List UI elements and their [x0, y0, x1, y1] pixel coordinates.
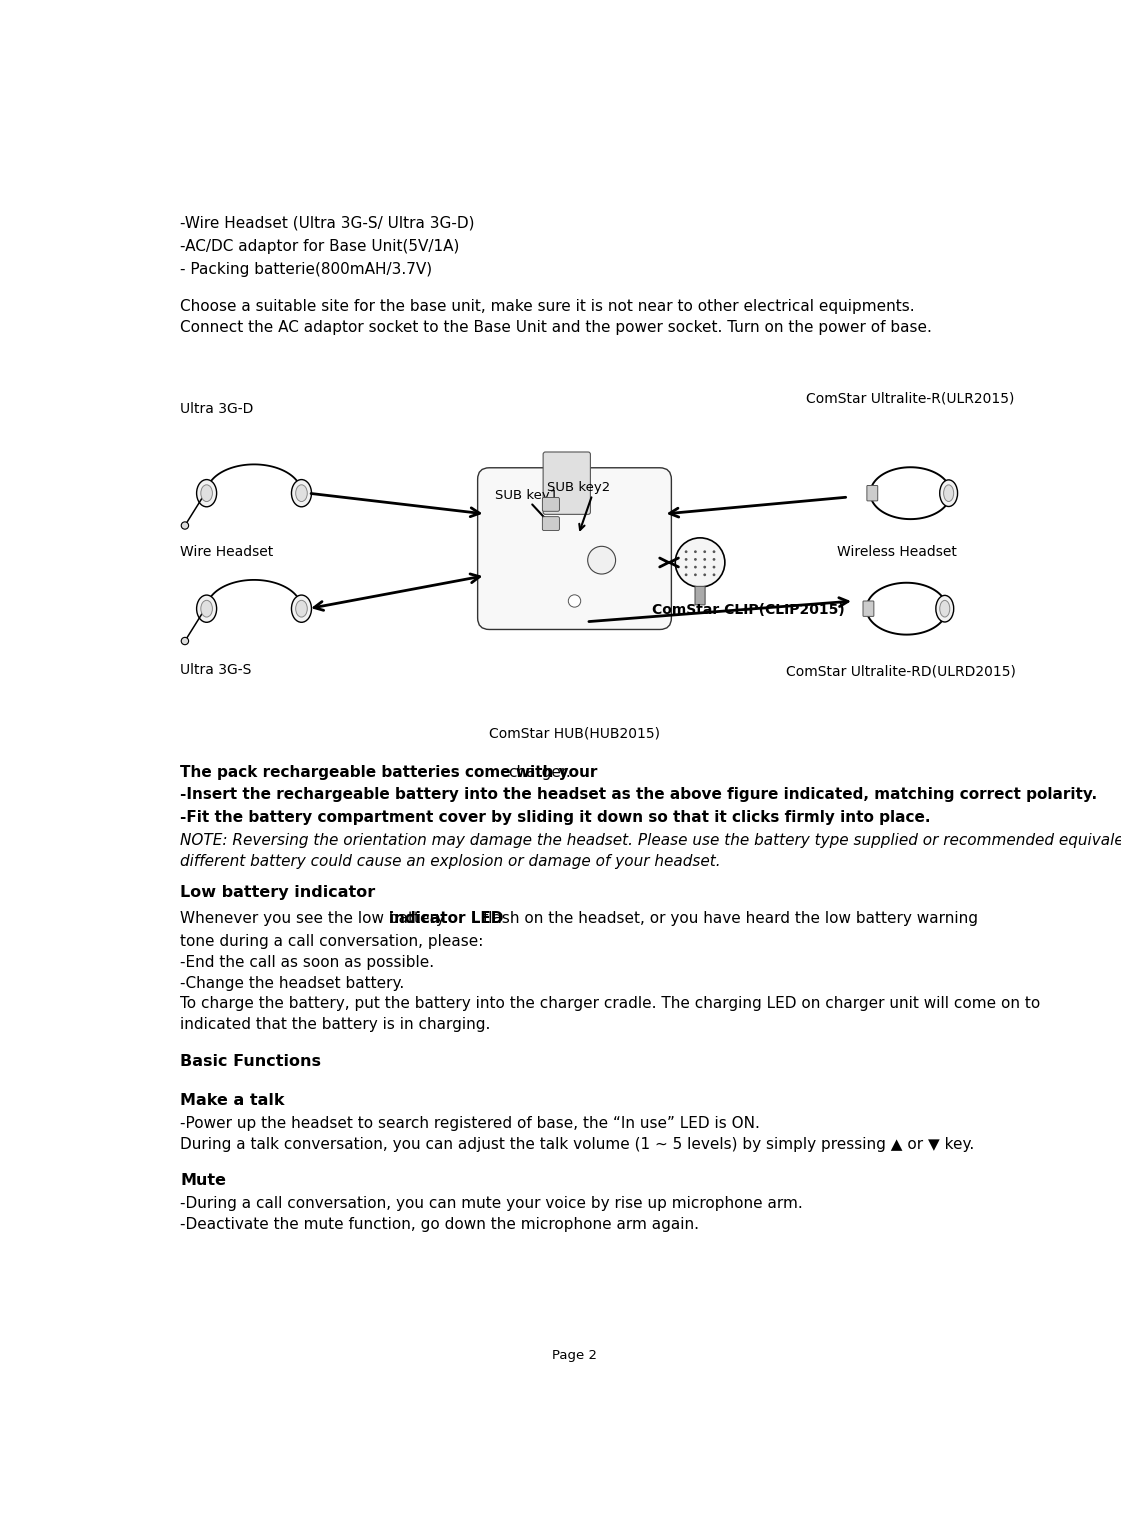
Circle shape [675, 537, 725, 587]
Text: tone during a call conversation, please:: tone during a call conversation, please: [180, 933, 484, 949]
Text: NOTE: Reversing the orientation may damage the headset. Please use the battery t: NOTE: Reversing the orientation may dama… [180, 833, 1121, 847]
Ellipse shape [296, 485, 307, 502]
Text: charger.: charger. [508, 765, 571, 779]
Circle shape [568, 594, 581, 607]
Text: flash on the headset, or you have heard the low battery warning: flash on the headset, or you have heard … [479, 912, 979, 926]
Text: SUB key1: SUB key1 [494, 488, 558, 502]
Text: different battery could cause an explosion or damage of your headset.: different battery could cause an explosi… [180, 853, 721, 869]
Circle shape [685, 557, 687, 561]
Text: Ultra 3G-S: Ultra 3G-S [180, 662, 252, 676]
Ellipse shape [939, 601, 949, 618]
Text: Basic Functions: Basic Functions [180, 1053, 322, 1069]
Text: Whenever you see the low battery: Whenever you see the low battery [180, 912, 451, 926]
Text: indicated that the battery is in charging.: indicated that the battery is in chargin… [180, 1016, 491, 1032]
Circle shape [694, 573, 697, 576]
Circle shape [713, 550, 715, 553]
Text: Wire Headset: Wire Headset [180, 545, 274, 559]
Circle shape [182, 638, 188, 645]
Text: -Insert the rechargeable battery into the headset as the above figure indicated,: -Insert the rechargeable battery into th… [180, 787, 1097, 802]
Circle shape [713, 565, 715, 568]
Circle shape [685, 550, 687, 553]
Circle shape [182, 522, 188, 530]
FancyBboxPatch shape [863, 601, 874, 616]
Ellipse shape [939, 480, 957, 507]
Text: Wireless Headset: Wireless Headset [837, 545, 956, 559]
Circle shape [703, 565, 706, 568]
Text: Ultra 3G-D: Ultra 3G-D [180, 402, 253, 416]
Text: Mute: Mute [180, 1173, 226, 1189]
FancyBboxPatch shape [695, 587, 705, 605]
Circle shape [703, 557, 706, 561]
Ellipse shape [196, 594, 216, 622]
Ellipse shape [936, 596, 954, 622]
FancyBboxPatch shape [543, 497, 559, 511]
Text: -Deactivate the mute function, go down the microphone arm again.: -Deactivate the mute function, go down t… [180, 1217, 700, 1232]
Circle shape [694, 550, 697, 553]
Text: ComStar Ultralite-R(ULR2015): ComStar Ultralite-R(ULR2015) [806, 391, 1015, 405]
Circle shape [713, 557, 715, 561]
Text: -Change the headset battery.: -Change the headset battery. [180, 976, 405, 990]
Ellipse shape [291, 594, 312, 622]
Text: indicator LED: indicator LED [389, 912, 503, 926]
Ellipse shape [196, 479, 216, 507]
Ellipse shape [296, 601, 307, 618]
FancyBboxPatch shape [478, 468, 671, 630]
Text: Low battery indicator: Low battery indicator [180, 885, 376, 901]
Text: -Fit the battery compartment cover by sliding it down so that it clicks firmly i: -Fit the battery compartment cover by sl… [180, 810, 930, 825]
Circle shape [694, 557, 697, 561]
Text: ComStar CLIP(CLIP2015): ComStar CLIP(CLIP2015) [652, 602, 845, 616]
Text: The pack rechargeable batteries come with your: The pack rechargeable batteries come wit… [180, 765, 603, 779]
Circle shape [694, 565, 697, 568]
FancyBboxPatch shape [867, 485, 878, 501]
Circle shape [587, 547, 615, 574]
FancyBboxPatch shape [544, 451, 591, 514]
Circle shape [703, 550, 706, 553]
Text: ComStar Ultralite-RD(ULRD2015): ComStar Ultralite-RD(ULRD2015) [787, 664, 1017, 678]
Circle shape [713, 573, 715, 576]
Ellipse shape [291, 479, 312, 507]
Text: -End the call as soon as possible.: -End the call as soon as possible. [180, 955, 435, 970]
Text: SUB key2: SUB key2 [547, 480, 610, 494]
Ellipse shape [201, 485, 212, 502]
Text: -Power up the headset to search registered of base, the “In use” LED is ON.: -Power up the headset to search register… [180, 1116, 760, 1130]
Text: ComStar HUB(HUB2015): ComStar HUB(HUB2015) [489, 725, 660, 741]
Circle shape [685, 573, 687, 576]
Circle shape [703, 573, 706, 576]
Ellipse shape [201, 601, 212, 618]
Text: -AC/DC adaptor for Base Unit(5V/1A): -AC/DC adaptor for Base Unit(5V/1A) [180, 239, 460, 254]
Text: To charge the battery, put the battery into the charger cradle. The charging LED: To charge the battery, put the battery i… [180, 996, 1040, 1012]
FancyBboxPatch shape [543, 517, 559, 530]
Text: Page 2: Page 2 [552, 1349, 597, 1361]
Text: During a talk conversation, you can adjust the talk volume (1 ~ 5 levels) by sim: During a talk conversation, you can adju… [180, 1137, 974, 1152]
Text: Make a talk: Make a talk [180, 1093, 285, 1109]
Text: -Wire Headset (Ultra 3G-S/ Ultra 3G-D): -Wire Headset (Ultra 3G-S/ Ultra 3G-D) [180, 216, 475, 231]
Text: Connect the AC adaptor socket to the Base Unit and the power socket. Turn on the: Connect the AC adaptor socket to the Bas… [180, 320, 933, 334]
Text: Choose a suitable site for the base unit, make sure it is not near to other elec: Choose a suitable site for the base unit… [180, 299, 915, 314]
Ellipse shape [944, 485, 954, 502]
Circle shape [685, 565, 687, 568]
Text: - Packing batterie(800mAH/3.7V): - Packing batterie(800mAH/3.7V) [180, 262, 433, 277]
Text: -During a call conversation, you can mute your voice by rise up microphone arm.: -During a call conversation, you can mut… [180, 1197, 803, 1210]
